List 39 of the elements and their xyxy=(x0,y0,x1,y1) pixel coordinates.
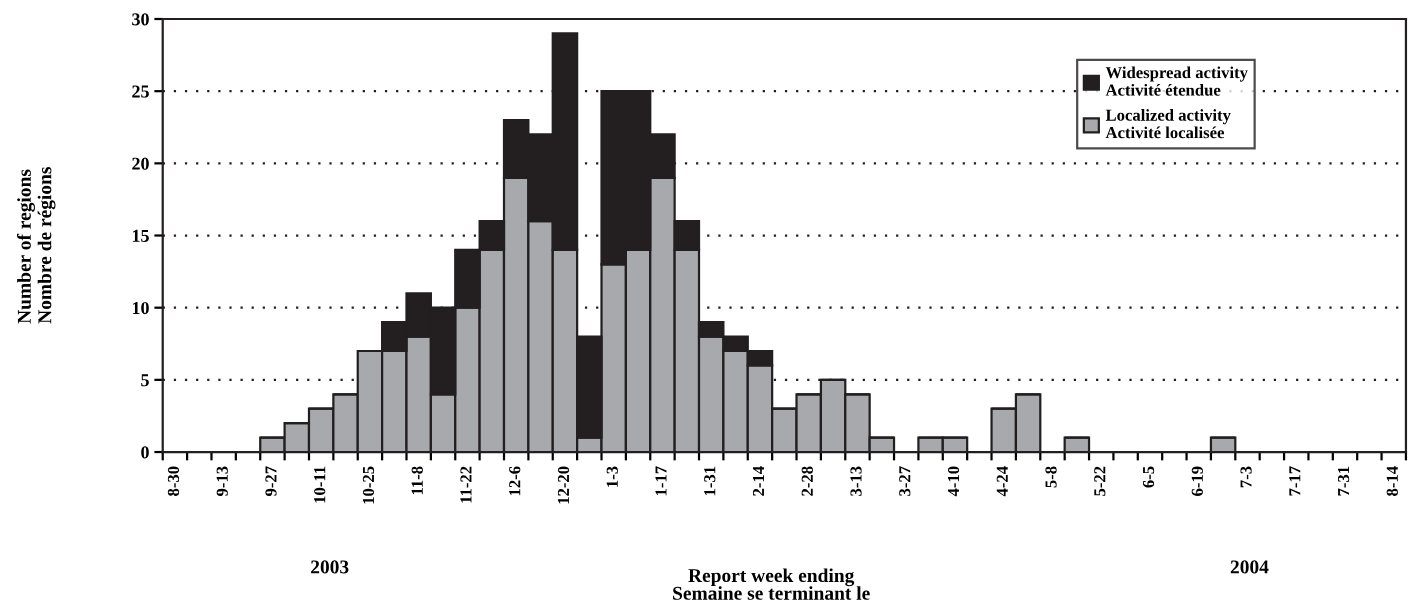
y-axis-title: Number of regions Nombre de régions xyxy=(16,167,56,324)
legend-label: Localized activity Activité localisée xyxy=(1105,109,1231,139)
y-tick-label: 30 xyxy=(132,13,149,26)
x-tick-label: 6-19 xyxy=(1191,466,1203,496)
y-tick-label: 25 xyxy=(132,85,149,98)
x-tick-label: 1-3 xyxy=(606,466,618,487)
x-tick-label: 8-30 xyxy=(167,466,180,496)
y-tick-label: 20 xyxy=(132,157,149,170)
x-tick-label: 9-27 xyxy=(265,466,277,497)
y-tick-label: 10 xyxy=(132,301,149,315)
y-tick-label: 15 xyxy=(132,229,149,242)
x-tick-label: 10-11 xyxy=(314,466,326,503)
x-tick-label: 12-6 xyxy=(509,466,521,496)
x-tick-label: 5-22 xyxy=(1094,466,1106,496)
x-tick-label: 2-14 xyxy=(752,466,764,496)
x-axis-title: Report week ending Semaine se terminant le xyxy=(673,568,870,600)
x-tick-label: 7-31 xyxy=(1337,466,1350,496)
x-tick-label: 6-5 xyxy=(1142,466,1155,488)
x-tick-label: 10-25 xyxy=(362,466,375,504)
text: 2003 xyxy=(311,560,349,574)
x-tick-label: 2-28 xyxy=(801,466,813,496)
x-tick-label: 1-17 xyxy=(655,466,667,496)
x-tick-label: 3-27 xyxy=(899,466,911,496)
x-tick-label: 11-22 xyxy=(460,466,472,503)
x-tick-label: 5-8 xyxy=(1045,466,1057,488)
x-tick-label: 3-13 xyxy=(850,466,862,496)
x-tick-label: 4-10 xyxy=(947,466,960,497)
y-tick-label: 5 xyxy=(141,374,149,387)
x-tick-label: 12-20 xyxy=(557,466,570,504)
x-tick-label: 9-13 xyxy=(216,466,228,497)
text: 2004 xyxy=(1230,560,1269,574)
x-tick-label: 11-8 xyxy=(411,466,423,495)
x-tick-label: 4-24 xyxy=(996,466,1008,497)
x-tick-label: 1-31 xyxy=(704,466,716,496)
x-tick-label: 8-14 xyxy=(1386,466,1398,496)
y-tick-label: 0 xyxy=(141,446,149,459)
x-tick-label: 7-3 xyxy=(1240,466,1252,488)
x-tick-label: 7-17 xyxy=(1289,466,1301,496)
legend-label: Widespread activity Activité étendue xyxy=(1105,66,1248,96)
